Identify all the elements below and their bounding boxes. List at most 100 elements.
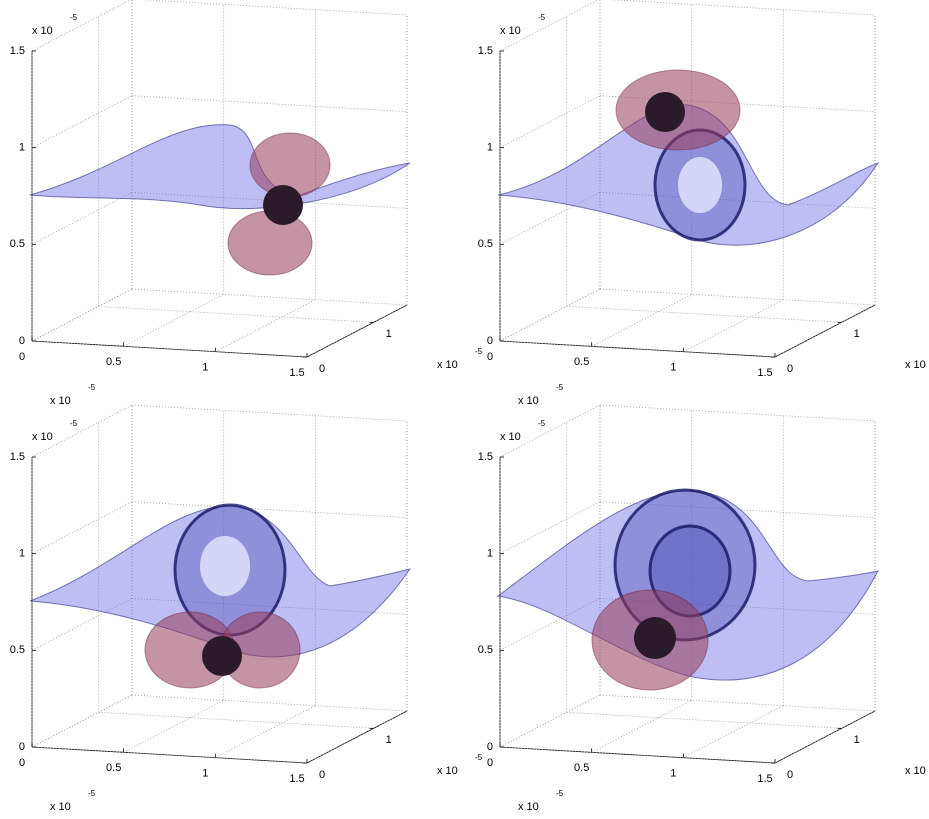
z-tick-label: 1 [19,142,25,154]
x-tick-label: 1.5 [289,367,304,379]
x-exponent-power: -5 [556,789,564,798]
z-tick-label: 1.5 [10,45,25,57]
y-tick-label: 1 [854,328,860,340]
surfaces [498,490,878,690]
x-tick-label: 0 [487,351,493,363]
y-axis [775,305,875,357]
y-axis [307,711,407,763]
z-tick-label: 0.5 [10,644,25,656]
grid-line [132,695,407,711]
x-tick-label: 1 [670,362,676,374]
grid-line [592,700,692,752]
grid-line [32,695,132,747]
z-tick-label: 0 [487,335,493,347]
y-exponent-power: -5 [475,347,483,356]
z-tick-label: 1 [487,548,493,560]
z-exponent-power: -5 [538,419,546,428]
y-tick-label: 0 [319,769,325,781]
y-tick-label: 0 [787,363,793,375]
grid-line [132,502,407,518]
grid-line [124,700,224,752]
z-tick-label: 0.5 [478,238,493,250]
z-exponent-power: -5 [70,419,78,428]
y-exponent: x 10 [905,765,926,777]
grid-line [215,706,315,758]
grid-line [32,502,132,554]
x-tick-label: 1.5 [757,773,772,785]
grid-line [600,405,875,421]
x-tick-label: 1.5 [757,367,772,379]
grid-line [567,712,842,728]
z-tick-label: 0.5 [478,644,493,656]
x-exponent-power: -5 [88,789,96,798]
panel: 0 0.5 1 1.5 0 1 0 0.5 1 1.5 x 10 -5 x 10 -5 x 10 -5 [478,0,929,407]
y-exponent-power: -5 [475,753,483,762]
z-exponent-power: -5 [538,13,546,22]
z-tick-label: 1.5 [478,451,493,463]
grid-line [32,192,132,244]
grid-line [500,695,600,747]
grid-line [99,712,374,728]
y-exponent: x 10 [437,359,458,371]
grid-line [132,289,407,305]
x-tick-label: 0 [19,757,25,769]
z-exponent: x 10 [500,431,521,443]
grid-line [600,289,875,305]
z-exponent: x 10 [500,25,521,37]
z-tick-label: 0 [19,335,25,347]
x-exponent: x 10 [50,801,71,813]
y-tick-label: 0 [787,769,793,781]
z-exponent: x 10 [32,431,53,443]
surfaces [30,505,410,688]
z-tick-label: 1.5 [10,451,25,463]
grid-line [683,300,783,352]
grid-line [215,300,315,352]
grid-line [32,695,132,747]
x-tick-label: 0.5 [574,356,589,368]
y-axis [775,711,875,763]
z-tick-label: 0 [19,741,25,753]
grid-line [500,289,600,341]
x-exponent-power: -5 [556,383,564,392]
figure: 0 0.5 1 1.5 0 1 0 0.5 1 1.5 x 10 -5 x 10 -5 x 10 -5 0 0.… [0,0,929,819]
x-exponent: x 10 [518,801,539,813]
y-exponent: x 10 [905,359,926,371]
surfaces [30,125,410,275]
grid-line [500,289,600,341]
z-tick-label: 1 [487,142,493,154]
x-tick-label: 1 [202,362,208,374]
y-tick-label: 1 [854,734,860,746]
z-exponent: x 10 [32,25,53,37]
y-axis [307,305,407,357]
z-exponent-power: -5 [70,13,78,22]
z-tick-label: 0 [487,741,493,753]
grid-line [500,695,600,747]
x-exponent-power: -5 [88,383,96,392]
grid-line [500,96,600,148]
grid-line [600,0,875,15]
grid-line [592,294,692,346]
grid-line [99,306,374,322]
z-tick-label: 1 [19,548,25,560]
grid-line [132,96,407,112]
y-tick-label: 0 [319,363,325,375]
grid-line [132,0,407,15]
grid-line [567,306,842,322]
x-tick-label: 1.5 [289,773,304,785]
x-tick-label: 0.5 [106,762,121,774]
z-tick-label: 1.5 [478,45,493,57]
grid-line [32,96,132,148]
x-tick-label: 1 [202,768,208,780]
grid-line [124,294,224,346]
y-tick-label: 1 [386,734,392,746]
grid-line [600,695,875,711]
x-tick-label: 1 [670,768,676,780]
panel: 0 0.5 1 1.5 0 1 0 0.5 1 1.5 x 10 -5 x 10 -5 x 10 -5 [10,405,483,813]
x-exponent: x 10 [518,395,539,407]
y-exponent: x 10 [437,765,458,777]
surfaces [498,70,878,245]
grid-line [132,405,407,421]
grid-line [32,289,132,341]
